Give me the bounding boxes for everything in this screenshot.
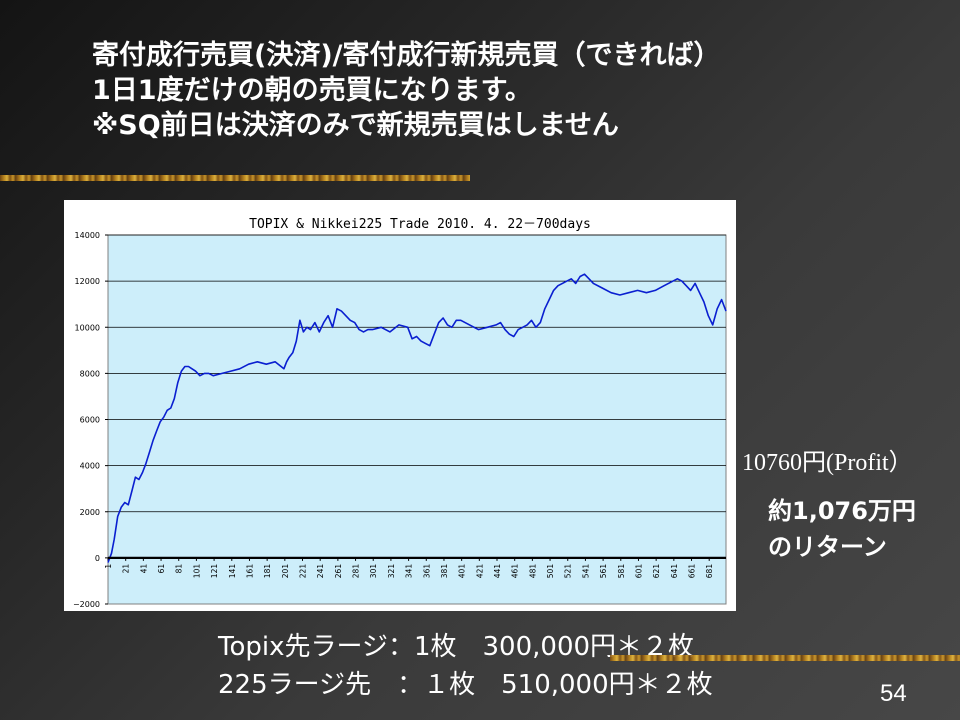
x-tick-label: 441 (493, 564, 502, 579)
x-tick-label: 261 (334, 564, 343, 579)
contract-line-225: 225ラージ先 ：１枚 510,000円＊２枚 (218, 670, 713, 700)
x-tick-label: 121 (210, 564, 219, 579)
y-tick-label: 6000 (80, 416, 100, 425)
x-tick-label: 481 (528, 564, 537, 579)
x-tick-label: 41 (139, 564, 148, 574)
y-tick-label: 2000 (80, 508, 100, 517)
x-tick-label: 401 (458, 564, 467, 579)
chart-title: TOPIX & Nikkei225 Trade 2010. 4. 22－700d… (249, 217, 591, 232)
y-tick-label: 8000 (80, 369, 100, 378)
x-tick-label: 101 (192, 564, 201, 579)
x-tick-label: 581 (617, 564, 626, 579)
x-tick-label: 621 (652, 564, 661, 579)
x-tick-label: 241 (316, 564, 325, 579)
x-tick-label: 421 (475, 564, 484, 579)
y-tick-label: 14000 (75, 231, 100, 240)
x-tick-label: 181 (263, 564, 272, 579)
x-tick-label: 61 (157, 564, 166, 574)
chart-panel: TOPIX & Nikkei225 Trade 2010. 4. 22－700d… (64, 200, 736, 611)
x-tick-label: 361 (422, 564, 431, 579)
decorative-divider-top (0, 175, 470, 181)
x-tick-label: 81 (175, 564, 184, 574)
slide-title: 寄付成行売買(決済)/寄付成行新規売買（できれば） 1日1度だけの朝の売買になり… (92, 38, 721, 143)
x-tick-label: 21 (122, 564, 131, 574)
series-line (107, 273, 727, 563)
profit-label: 10760円(Profit） (742, 450, 913, 476)
return-note-line-2: のリターン (768, 533, 887, 561)
x-tick-label: 681 (705, 564, 714, 579)
title-line-3: ※SQ前日は決済のみで新規売買はしません (92, 110, 619, 141)
decorative-divider-bottom (610, 655, 960, 661)
y-tick-label: 0 (95, 554, 100, 563)
title-line-2: 1日1度だけの朝の売買になります。 (92, 75, 532, 106)
y-tick-label: 4000 (80, 462, 100, 471)
return-note-line-1: 約1,076万円 (768, 497, 916, 525)
page-number: 54 (880, 680, 907, 707)
x-tick-label: 221 (299, 564, 308, 579)
x-tick-label: 161 (245, 564, 254, 579)
x-tick-label: 641 (670, 564, 679, 579)
title-line-1: 寄付成行売買(決済)/寄付成行新規売買（できれば） (92, 40, 721, 71)
x-tick-label: 281 (352, 564, 361, 579)
y-tick-label: 10000 (75, 323, 100, 332)
x-tick-label: 321 (387, 564, 396, 579)
x-tick-label: 461 (511, 564, 520, 579)
return-note: 約1,076万円 のリターン (768, 493, 916, 565)
y-tick-label: −2000 (73, 600, 100, 609)
x-tick-label: 341 (405, 564, 414, 579)
x-tick-label: 1 (104, 564, 113, 569)
equity-chart: TOPIX & Nikkei225 Trade 2010. 4. 22－700d… (73, 217, 727, 609)
x-tick-label: 661 (688, 564, 697, 579)
x-tick-label: 141 (228, 564, 237, 579)
x-tick-label: 201 (281, 564, 290, 579)
x-tick-label: 521 (564, 564, 573, 579)
x-tick-label: 381 (440, 564, 449, 579)
x-tick-label: 301 (369, 564, 378, 579)
x-tick-label: 601 (634, 564, 643, 579)
x-tick-label: 501 (546, 564, 555, 579)
contract-info: Topix先ラージ：1枚 300,000円＊２枚 225ラージ先 ：１枚 510… (218, 628, 713, 704)
x-tick-label: 541 (581, 564, 590, 579)
x-tick-label: 561 (599, 564, 608, 579)
y-tick-label: 12000 (75, 277, 100, 286)
